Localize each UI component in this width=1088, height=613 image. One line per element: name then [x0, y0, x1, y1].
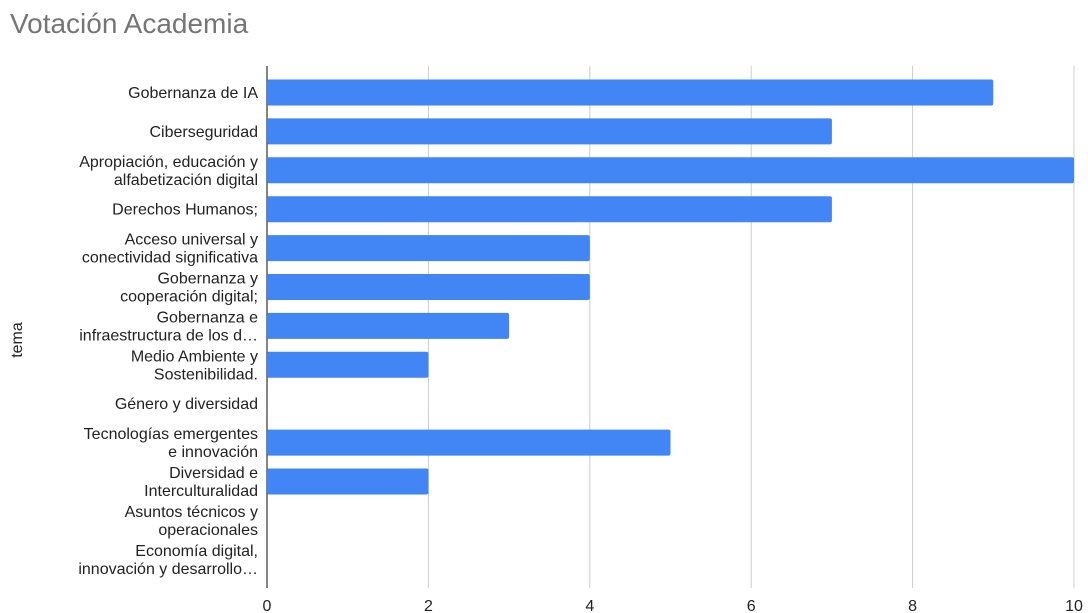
category-label: Acceso universal y — [125, 232, 258, 249]
category-label: Gobernanza de IA — [128, 85, 258, 102]
category-label: Diversidad e — [169, 465, 258, 482]
x-tick-label: 0 — [263, 598, 272, 613]
bar — [267, 79, 994, 106]
bar — [267, 351, 429, 378]
category-label: e innovación — [168, 444, 258, 461]
category-label: Interculturalidad — [144, 483, 258, 500]
category-label: Medio Ambiente y — [131, 348, 258, 365]
bar — [267, 468, 429, 495]
x-tick-label: 4 — [585, 598, 594, 613]
category-label: Derechos Humanos; — [112, 202, 258, 219]
bar — [267, 157, 1074, 184]
x-tick-label: 8 — [908, 598, 917, 613]
category-label: Género y diversidad — [115, 396, 258, 413]
category-label: Gobernanza y — [157, 271, 258, 288]
y-axis-label: tema — [9, 322, 26, 358]
chart-title: Votación Academia — [10, 8, 249, 39]
category-label: Tecnologías emergentes — [84, 426, 258, 443]
category-labels: Gobernanza de IA Ciberseguridad Apropiació… — [78, 85, 258, 578]
x-tick-label: 6 — [747, 598, 756, 613]
category-label: operacionales — [158, 522, 258, 539]
x-tick-label: 2 — [424, 598, 433, 613]
category-label: Sostenibilidad. — [154, 366, 258, 383]
category-label: Asuntos técnicos y — [125, 504, 258, 521]
category-label: cooperación digital; — [120, 289, 258, 306]
category-label: Apropiación, educación y — [79, 154, 258, 171]
bar — [267, 429, 671, 456]
category-label: Gobernanza e — [157, 309, 259, 326]
category-label: innovación y desarrollo… — [78, 561, 258, 578]
bar — [267, 235, 590, 262]
category-label: conectividad significativa — [82, 250, 258, 267]
bars — [267, 79, 1074, 495]
bar — [267, 196, 832, 223]
category-label: Ciberseguridad — [149, 124, 258, 141]
x-tick-labels: 0 2 4 6 8 10 — [263, 598, 1083, 613]
category-label: alfabetización digital — [114, 172, 258, 189]
category-label: infraestructura de los d… — [79, 327, 258, 344]
bar — [267, 118, 832, 145]
bar — [267, 312, 510, 339]
category-label: Economía digital, — [135, 543, 258, 560]
bar — [267, 274, 590, 300]
x-tick-label: 10 — [1065, 598, 1083, 613]
